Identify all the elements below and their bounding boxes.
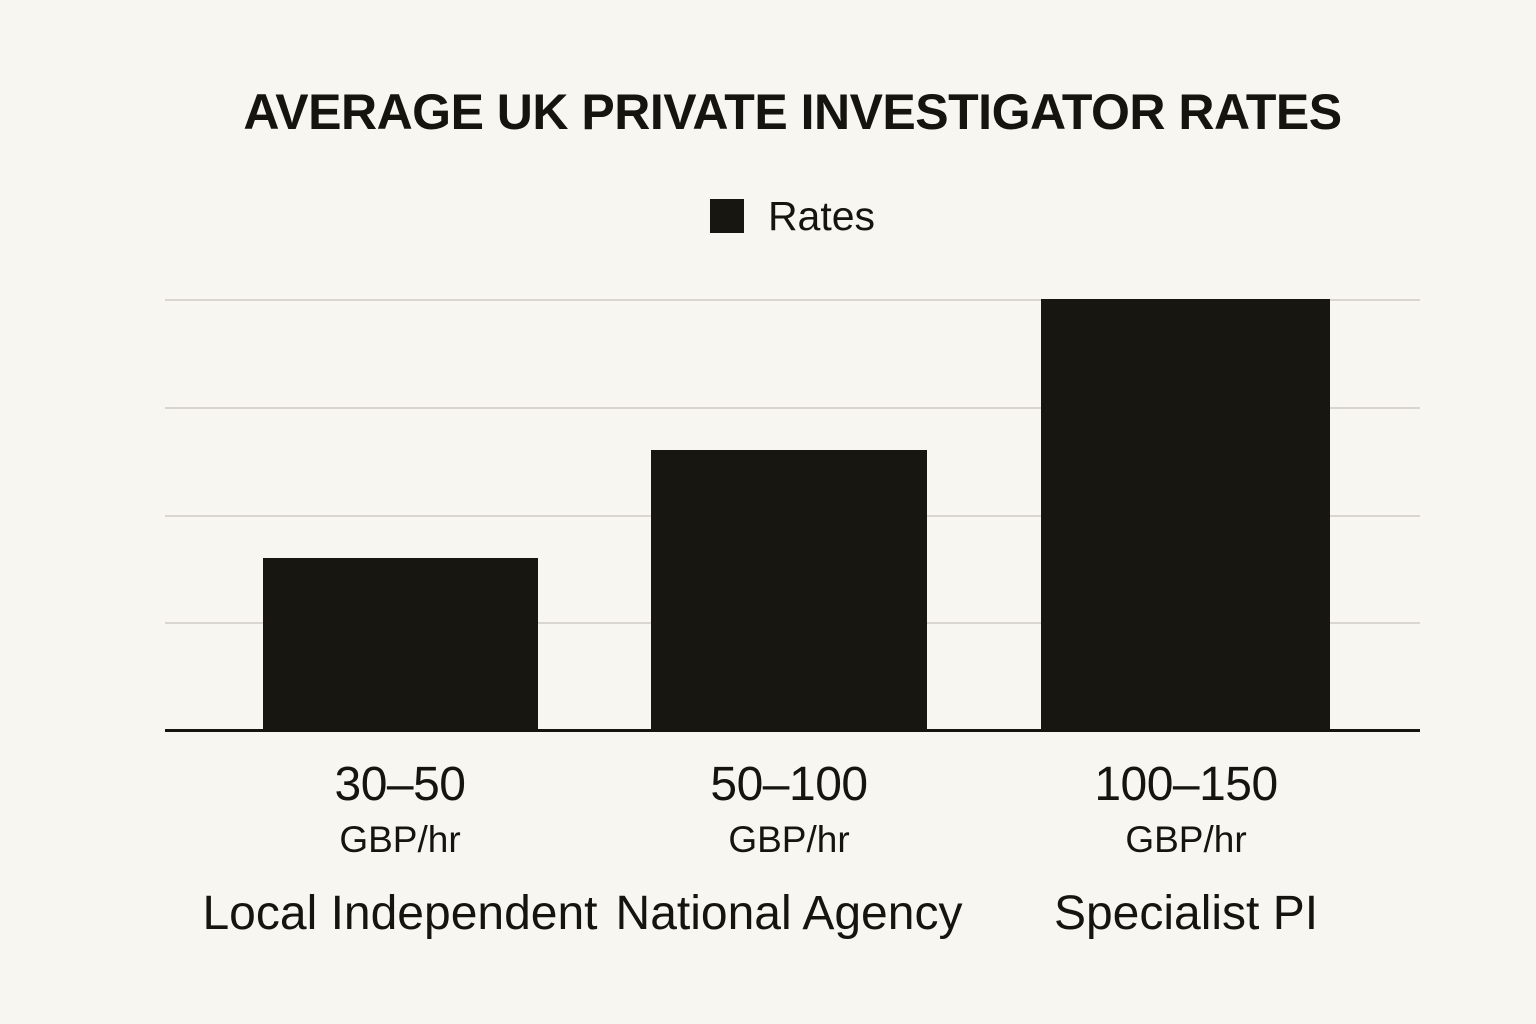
x-tick-local-independent: 30–50 GBP/hr Local Independent — [180, 760, 620, 939]
bar-national-agency — [651, 450, 927, 730]
bar-local-independent — [263, 558, 538, 730]
legend-label: Rates — [767, 193, 876, 239]
rate-range-label: 100–150 — [1094, 758, 1278, 811]
rate-range-label: 50–100 — [710, 758, 868, 811]
x-tick-specialist-pi: 100–150 GBP/hr Specialist PI — [966, 760, 1406, 939]
category-name-label: Local Independent — [202, 887, 598, 940]
rate-unit-label: GBP/hr — [728, 819, 850, 860]
rate-unit-label: GBP/hr — [1125, 819, 1247, 860]
chart-title: AVERAGE UK PRIVATE INVESTIGATOR RATES — [243, 84, 1342, 140]
gridline — [165, 299, 1420, 301]
plot-area — [165, 299, 1420, 732]
category-name-label: National Agency — [615, 887, 963, 940]
bar-specialist-pi — [1041, 299, 1330, 730]
legend-swatch-icon — [709, 199, 744, 233]
x-axis-line — [165, 729, 1420, 732]
x-tick-national-agency: 50–100 GBP/hr National Agency — [569, 760, 1009, 939]
rate-unit-label: GBP/hr — [339, 819, 461, 860]
legend: Rates — [165, 193, 1420, 239]
rate-range-label: 30–50 — [334, 758, 466, 811]
category-name-label: Specialist PI — [1053, 887, 1319, 940]
gridline — [165, 407, 1420, 409]
